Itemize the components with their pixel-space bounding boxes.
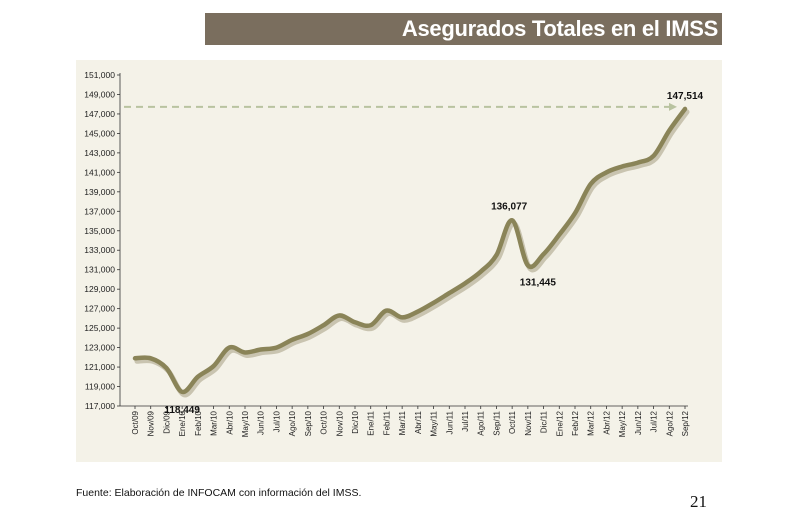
x-tick-label: Ago/10 <box>288 410 297 436</box>
data-label: 131,445 <box>520 277 557 288</box>
x-tick-label: Ene/11 <box>367 410 376 435</box>
x-tick-label: May/10 <box>241 410 250 437</box>
x-tick-label: Oct/10 <box>320 410 329 434</box>
data-label: 136,077 <box>491 201 528 212</box>
y-tick-label: 151,000 <box>84 70 115 80</box>
x-tick-label: Oct/11 <box>508 410 517 434</box>
y-tick-label: 143,000 <box>84 148 115 158</box>
x-tick-label: Sep/11 <box>492 410 501 435</box>
data-label: 147,514 <box>667 91 704 102</box>
y-tick-label: 119,000 <box>85 382 115 392</box>
chart-panel: 117,000 119,000 121,000 123,000 125,000 127,0… <box>76 60 722 462</box>
y-tick-label: 149,000 <box>84 89 115 99</box>
x-tick-label: Abr/10 <box>225 410 234 434</box>
x-tick-label: Nov/09 <box>147 410 156 436</box>
chart-title: Asegurados Totales en el IMSS <box>205 13 722 45</box>
data-label: 118,449 <box>164 405 200 416</box>
y-tick-label: 137,000 <box>84 206 115 216</box>
x-tick-label: May/12 <box>618 410 627 437</box>
x-tick-label: Sep/10 <box>304 410 313 436</box>
x-tick-label: Jul/11 <box>461 410 470 431</box>
x-tick-label: Mar/12 <box>587 410 596 435</box>
x-tick-label: Oct/09 <box>131 410 140 434</box>
x-tick-label: Dic/09 <box>162 410 171 433</box>
x-tick-label: Ago/12 <box>665 410 674 436</box>
x-tick-label: Mar/10 <box>210 410 219 435</box>
x-tick-label: Ene/12 <box>555 410 564 436</box>
y-tick-label: 117,000 <box>85 401 115 411</box>
y-tick-label: 129,000 <box>84 284 115 294</box>
x-tick-label: Sep/12 <box>681 410 690 436</box>
series-line <box>132 106 688 395</box>
x-tick-label: Jun/11 <box>445 410 454 434</box>
line-chart: 117,000 119,000 121,000 123,000 125,000 127,0… <box>84 70 704 437</box>
x-tick-label: Dic/10 <box>351 410 360 433</box>
y-tick-label: 135,000 <box>84 226 115 236</box>
y-tick-label: 141,000 <box>84 167 115 177</box>
x-tick-label: Ene/10 <box>178 410 187 436</box>
x-tick-label: Jun/10 <box>257 410 266 435</box>
x-tick-label: Dic/11 <box>540 410 549 433</box>
x-tick-label: Feb/11 <box>382 410 391 435</box>
x-tick-label: Nov/10 <box>335 410 344 436</box>
x-tick-label: Nov/11 <box>524 410 533 435</box>
x-tick-label: Feb/10 <box>194 410 203 435</box>
x-tick-label: Abr/12 <box>602 410 611 434</box>
x-tick-label: Mar/11 <box>398 410 407 435</box>
source-note: Fuente: Elaboración de INFOCAM con infor… <box>76 487 362 499</box>
x-tick-label: May/11 <box>430 410 439 436</box>
x-tick-label: Abr/11 <box>414 410 423 434</box>
y-tick-label: 133,000 <box>84 245 115 255</box>
x-tick-label: Jul/12 <box>650 410 659 432</box>
y-tick-label: 123,000 <box>84 343 115 353</box>
y-tick-label: 147,000 <box>84 109 115 119</box>
x-tick-label: Ago/11 <box>477 410 486 435</box>
y-tick-label: 127,000 <box>84 304 115 314</box>
page-number: 21 <box>690 492 707 511</box>
x-tick-label: Jul/10 <box>272 410 281 432</box>
y-tick-label: 139,000 <box>84 187 115 197</box>
y-tick-label: 121,000 <box>84 362 115 372</box>
y-tick-label: 131,000 <box>84 265 115 275</box>
y-tick-label: 145,000 <box>84 128 115 138</box>
x-tick-label: Feb/12 <box>571 410 580 435</box>
y-tick-label: 125,000 <box>84 323 115 333</box>
x-tick-label: Jun/12 <box>634 410 643 435</box>
reference-arrow <box>669 102 677 111</box>
series-line-shadow <box>134 109 690 398</box>
